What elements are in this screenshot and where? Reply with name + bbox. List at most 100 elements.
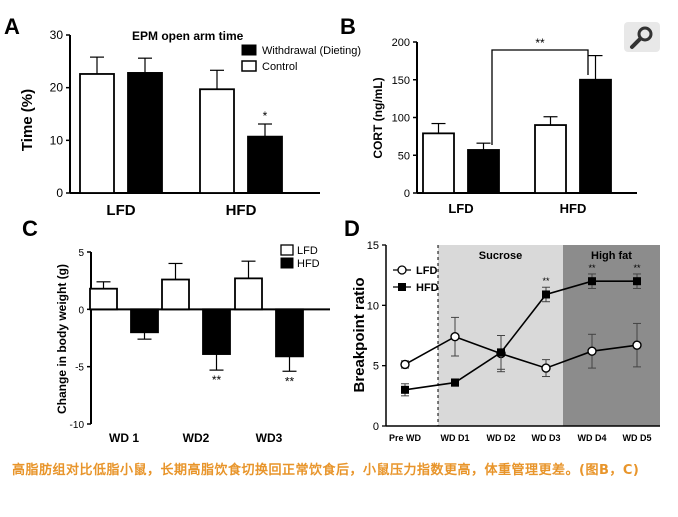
y-tick-label: 5 xyxy=(78,248,84,259)
x-tick-label: WD D5 xyxy=(623,433,652,443)
y-tick-label: 5 xyxy=(373,361,379,373)
y-tick-label: 20 xyxy=(50,81,64,95)
legend-label-withdrawal: Withdrawal (Dieting) xyxy=(262,45,361,57)
bar xyxy=(89,287,118,311)
figure-caption: 高脂肪组对比低脂小鼠，长期高脂饮食切换回正常饮食后，小鼠压力指数更高，体重管理更… xyxy=(12,463,640,478)
legend-swatch-withdrawal xyxy=(241,44,257,56)
x-tick-label: LFD xyxy=(106,202,135,219)
panel-a-title: EPM open arm time xyxy=(132,29,244,43)
legend-swatch-hfd xyxy=(280,257,294,269)
data-point-hfd xyxy=(588,277,596,286)
bar xyxy=(422,132,455,194)
panel-d-ylabel: Breakpoint ratio xyxy=(351,277,368,392)
bar xyxy=(579,78,612,194)
panel-label-d: D xyxy=(344,216,360,241)
legend-swatch-control xyxy=(241,60,257,72)
panel-a-legend: Withdrawal (Dieting) Control xyxy=(241,44,361,73)
x-tick-label: WD 1 xyxy=(109,431,139,445)
data-point-hfd xyxy=(401,385,409,394)
y-tick-label: 15 xyxy=(367,240,379,252)
magnifier-icon-lens xyxy=(637,26,653,42)
series-line-hfd xyxy=(404,280,637,391)
panel-c-legend: LFD HFD xyxy=(280,244,320,270)
bar xyxy=(127,72,163,194)
y-tick-label: 150 xyxy=(392,75,410,87)
significance-annotation: ** xyxy=(285,374,295,388)
bar xyxy=(275,308,304,358)
panel-label-a: A xyxy=(4,14,20,39)
significance-annotation: ** xyxy=(633,263,641,273)
panel-d-regions: Sucrose High fat xyxy=(438,245,660,426)
panel-b-significance-bracket: ** xyxy=(491,36,589,145)
y-tick-label: 0 xyxy=(56,186,63,200)
y-tick-label: 100 xyxy=(392,113,410,125)
region-label: Sucrose xyxy=(479,250,522,262)
y-tick-label: -10 xyxy=(70,420,85,431)
legend-marker-hfd xyxy=(398,283,406,291)
y-tick-label: 10 xyxy=(367,300,379,312)
bar xyxy=(199,88,235,194)
magnifier-icon[interactable] xyxy=(624,22,660,52)
panel-d-axes: 0 5 10 15 xyxy=(367,240,660,433)
bar xyxy=(247,135,283,194)
x-tick-label: WD D3 xyxy=(532,433,561,443)
y-tick-label: 200 xyxy=(392,37,410,49)
data-point-lfd xyxy=(587,346,597,356)
y-tick-label: 0 xyxy=(78,305,84,316)
panel-d: D Breakpoint ratio Sucrose High fat 0 5 10 1… xyxy=(344,216,660,443)
panel-c: C Change in body weight (g) -10 -5 0 5 ** **… xyxy=(22,216,330,445)
y-tick-label: 10 xyxy=(50,133,64,147)
panel-b: B CORT (ng/mL) 0 50 100 150 200 LFD HFD ** xyxy=(340,14,660,216)
panel-c-ylabel: Change in body weight (g) xyxy=(55,264,69,414)
panel-b-ylabel: CORT (ng/mL) xyxy=(371,77,385,158)
x-tick-label: HFD xyxy=(226,202,257,219)
bar xyxy=(202,308,231,355)
x-tick-label: Pre WD xyxy=(389,433,422,443)
y-tick-label: 0 xyxy=(373,421,379,433)
magnifier-icon-handle xyxy=(630,37,642,49)
magnifier-icon-bg xyxy=(624,22,660,52)
legend-label-lfd-d: LFD xyxy=(416,265,437,277)
y-tick-label: -5 xyxy=(75,363,84,374)
y-tick-label: 30 xyxy=(50,28,64,42)
legend-swatch-lfd xyxy=(280,244,294,256)
bar xyxy=(161,278,190,311)
panel-label-c: C xyxy=(22,216,38,241)
series-line-lfd xyxy=(404,335,638,369)
data-point-hfd xyxy=(542,290,550,299)
legend-label-lfd: LFD xyxy=(297,245,318,257)
significance-annotation: ** xyxy=(212,373,222,387)
panel-d-legend: LFD HFD xyxy=(393,265,439,294)
bar xyxy=(79,73,115,194)
bar xyxy=(467,149,500,194)
legend-marker-lfd xyxy=(397,265,407,275)
panel-a-ylabel: Time (%) xyxy=(19,89,36,151)
panel-a: A EPM open arm time Time (%) 0 10 20 30 * L… xyxy=(4,14,361,219)
region-background xyxy=(563,245,660,426)
data-point-lfd xyxy=(450,332,460,342)
y-tick-label: 0 xyxy=(404,188,410,200)
data-point-lfd xyxy=(632,340,642,350)
region-label: High fat xyxy=(591,250,632,262)
data-point-hfd xyxy=(497,348,505,357)
bar xyxy=(534,124,567,194)
y-tick-label: 50 xyxy=(398,150,410,162)
bar xyxy=(130,308,159,334)
significance-bracket-line xyxy=(491,49,589,145)
significance-annotation: ** xyxy=(542,276,550,286)
x-tick-label: WD D4 xyxy=(578,433,607,443)
x-tick-label: HFD xyxy=(560,201,587,216)
x-tick-label: WD D1 xyxy=(441,433,470,443)
significance-annotation: ** xyxy=(588,263,596,273)
data-point-lfd xyxy=(541,363,551,373)
data-point-hfd xyxy=(633,277,641,286)
data-point-hfd xyxy=(451,378,459,387)
legend-label-hfd-d: HFD xyxy=(416,282,439,294)
x-tick-label: WD D2 xyxy=(487,433,516,443)
significance-annotation: * xyxy=(263,109,268,123)
data-point-lfd xyxy=(400,359,410,370)
significance-label: ** xyxy=(535,36,545,50)
x-tick-label: WD3 xyxy=(256,431,283,445)
x-tick-label: WD2 xyxy=(183,431,210,445)
panel-label-b: B xyxy=(340,14,356,39)
